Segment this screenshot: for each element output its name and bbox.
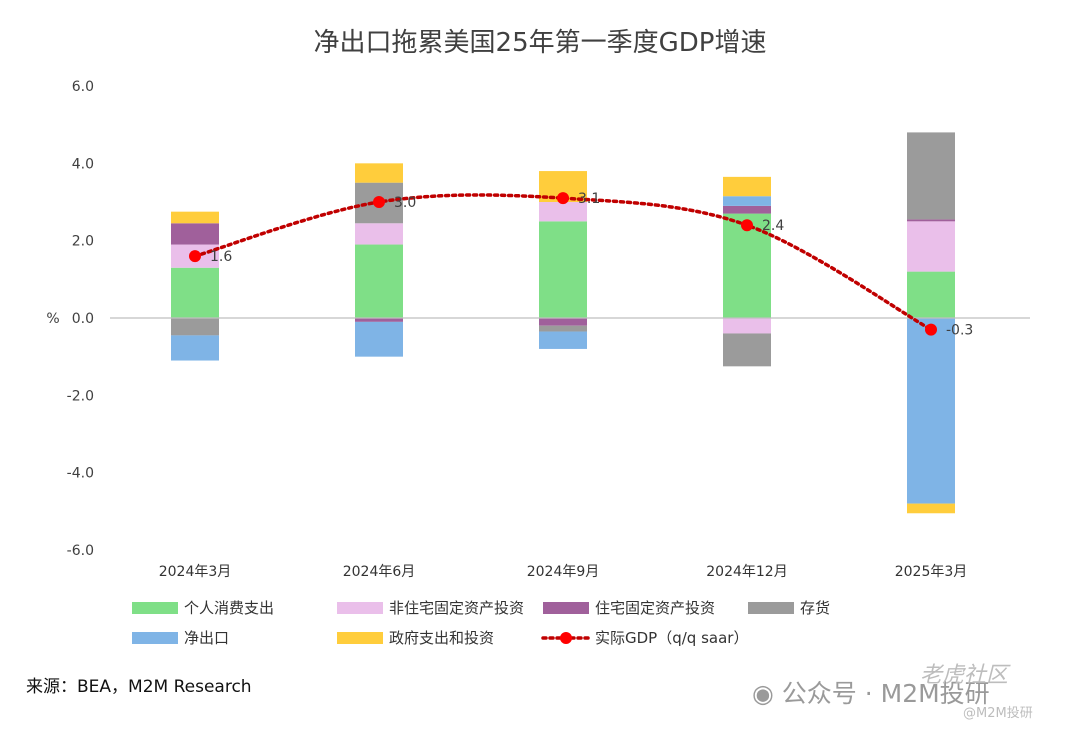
- gdp-point: [925, 323, 937, 336]
- legend-label: 实际GDP（q/q saar）: [595, 629, 748, 647]
- legend-line-marker: [560, 632, 572, 644]
- legend-label: 个人消费支出: [184, 599, 274, 617]
- bar-segment: [355, 318, 403, 322]
- legend-swatch: [543, 602, 589, 614]
- legend-swatch: [337, 632, 383, 644]
- y-tick-label: 4.0: [72, 156, 94, 172]
- watermark-text: 公众号 · M2M投研: [781, 679, 990, 708]
- legend-swatch: [337, 602, 383, 614]
- y-axis-label: %: [46, 311, 59, 327]
- gdp-point: [189, 250, 201, 263]
- gdp-data-label: 1.6: [210, 249, 232, 265]
- gdp-data-label: 3.1: [578, 191, 600, 207]
- bar-segment: [171, 211, 219, 224]
- bar-segment: [171, 223, 219, 245]
- bar-segment: [355, 244, 403, 318]
- bar-segment: [907, 318, 955, 504]
- legend-label: 政府支出和投资: [389, 629, 494, 647]
- legend-label: 存货: [800, 599, 830, 617]
- bar-segment: [539, 318, 587, 326]
- x-tick-label: 2024年12月: [706, 564, 787, 580]
- watermark-site: 老虎社区: [920, 663, 1009, 688]
- x-tick-label: 2024年9月: [527, 564, 600, 580]
- bar-segment: [907, 271, 955, 318]
- y-tick-label: -2.0: [67, 388, 94, 404]
- x-tick-label: 2024年6月: [343, 564, 416, 580]
- gdp-point: [557, 192, 569, 205]
- gdp-data-label: 3.0: [394, 195, 416, 211]
- bar-segment: [355, 321, 403, 357]
- bar-segment: [907, 221, 955, 272]
- y-tick-label: -4.0: [67, 466, 94, 482]
- gdp-data-label: 2.4: [762, 218, 784, 234]
- bar-segment: [539, 331, 587, 349]
- legend-label: 住宅固定资产投资: [595, 599, 715, 617]
- watermark-handle: @M2M投研: [963, 706, 1033, 721]
- chart-title: 净出口拖累美国25年第一季度GDP增速: [313, 28, 767, 58]
- source-note: 来源：BEA，M2M Research: [26, 677, 252, 697]
- bar-segment: [539, 202, 587, 222]
- bar-segment: [355, 163, 403, 183]
- bar-segment: [723, 196, 771, 206]
- legend-swatch: [748, 602, 794, 614]
- bar-segment: [723, 318, 771, 334]
- bar-segment: [723, 205, 771, 214]
- x-tick-label: 2024年3月: [159, 564, 232, 580]
- gdp-data-label: -0.3: [946, 323, 973, 339]
- bar-segment: [723, 176, 771, 197]
- y-tick-label: -6.0: [67, 543, 94, 559]
- legend-label: 非住宅固定资产投资: [389, 599, 524, 617]
- wechat-watermark: ◉ 公众号 · M2M投研: [752, 674, 990, 710]
- bar-segment: [723, 333, 771, 367]
- bar-segment: [539, 325, 587, 332]
- bar-segment: [907, 503, 955, 514]
- bar-segment: [171, 318, 219, 336]
- wechat-icon: ◉: [752, 679, 774, 708]
- legend-swatch: [132, 632, 178, 644]
- y-tick-label: 6.0: [72, 79, 94, 95]
- bar-segment: [355, 223, 403, 245]
- bar-segment: [171, 267, 219, 318]
- y-tick-label: 2.0: [72, 234, 94, 250]
- legend-swatch: [132, 602, 178, 614]
- bar-segment: [539, 221, 587, 318]
- bar-segment: [171, 335, 219, 361]
- legend-label: 净出口: [184, 629, 229, 647]
- x-tick-label: 2025年3月: [895, 564, 968, 580]
- gdp-point: [741, 219, 753, 232]
- bar-segment: [907, 219, 955, 222]
- gdp-point: [373, 196, 385, 208]
- y-tick-label: 0.0: [72, 311, 94, 327]
- bar-segment: [907, 132, 955, 220]
